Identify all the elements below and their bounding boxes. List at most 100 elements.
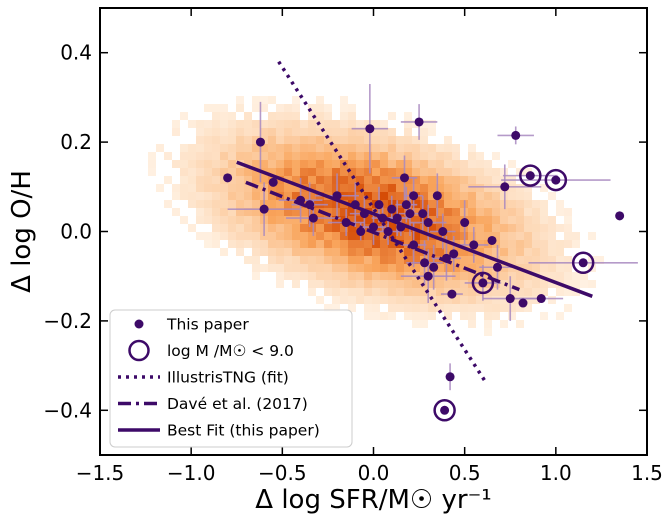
heatmap-cell bbox=[356, 208, 364, 216]
heatmap-cell bbox=[388, 128, 396, 136]
heatmap-cell bbox=[516, 192, 524, 200]
heatmap-cell bbox=[436, 152, 444, 160]
heatmap-cell bbox=[516, 304, 524, 312]
heatmap-cell bbox=[324, 144, 332, 152]
heatmap-cell bbox=[460, 168, 468, 176]
heatmap-cell bbox=[332, 304, 340, 312]
heatmap-cell bbox=[276, 256, 284, 264]
data-point bbox=[525, 171, 535, 181]
heatmap-cell bbox=[236, 184, 244, 192]
heatmap-cell bbox=[460, 272, 468, 280]
heatmap-cell bbox=[380, 240, 388, 248]
heatmap-cell bbox=[452, 152, 460, 160]
heatmap-cell bbox=[396, 168, 404, 176]
heatmap-cell bbox=[308, 272, 316, 280]
heatmap-cell bbox=[252, 216, 260, 224]
heatmap-cell bbox=[228, 208, 236, 216]
heatmap-cell bbox=[420, 288, 428, 296]
heatmap-cell bbox=[356, 184, 364, 192]
heatmap-cell bbox=[396, 288, 404, 296]
heatmap-cell bbox=[508, 240, 516, 248]
heatmap-cell bbox=[564, 272, 572, 280]
heatmap-cell bbox=[340, 280, 348, 288]
heatmap-cell bbox=[452, 232, 460, 240]
heatmap-cell bbox=[516, 320, 524, 328]
heatmap-cell bbox=[516, 216, 524, 224]
heatmap-cell bbox=[276, 136, 284, 144]
heatmap-cell bbox=[484, 200, 492, 208]
heatmap-cell bbox=[356, 264, 364, 272]
heatmap-cell bbox=[356, 200, 364, 208]
heatmap-cell bbox=[468, 272, 476, 280]
heatmap-cell bbox=[476, 296, 484, 304]
heatmap-cell bbox=[564, 224, 572, 232]
heatmap-cell bbox=[276, 200, 284, 208]
heatmap-cell bbox=[388, 184, 396, 192]
heatmap-cell bbox=[340, 112, 348, 120]
low-mass-circle-marker bbox=[519, 164, 542, 187]
heatmap-cell bbox=[196, 216, 204, 224]
heatmap-cell bbox=[244, 224, 252, 232]
heatmap-cell bbox=[236, 248, 244, 256]
heatmap-cell bbox=[420, 224, 428, 232]
heatmap-cell bbox=[564, 208, 572, 216]
heatmap-cell bbox=[308, 176, 316, 184]
heatmap-cell bbox=[420, 120, 428, 128]
heatmap-cell bbox=[292, 152, 300, 160]
heatmap-cell bbox=[284, 256, 292, 264]
heatmap-cell bbox=[460, 248, 468, 256]
heatmap-cell bbox=[348, 168, 356, 176]
heatmap-cell bbox=[508, 216, 516, 224]
heatmap-cell bbox=[540, 248, 548, 256]
heatmap-cell bbox=[212, 144, 220, 152]
heatmap-cell bbox=[396, 304, 404, 312]
heatmap-cell bbox=[460, 296, 468, 304]
heatmap-cell bbox=[500, 304, 508, 312]
heatmap-cell bbox=[404, 128, 412, 136]
heatmap-cell bbox=[484, 256, 492, 264]
heatmap-cell bbox=[276, 120, 284, 128]
heatmap-cell bbox=[444, 136, 452, 144]
heatmap-cell bbox=[412, 248, 420, 256]
heatmap-cell bbox=[156, 184, 164, 192]
heatmap-cell bbox=[212, 128, 220, 136]
heatmap-cell bbox=[452, 176, 460, 184]
heatmap-cell bbox=[300, 160, 308, 168]
heatmap-cell bbox=[476, 200, 484, 208]
heatmap-cell bbox=[308, 112, 316, 120]
heatmap-cell bbox=[324, 224, 332, 232]
heatmap-cell bbox=[396, 208, 404, 216]
heatmap-cell bbox=[588, 232, 596, 240]
heatmap-cell bbox=[548, 272, 556, 280]
heatmap-cell bbox=[548, 224, 556, 232]
heatmap-cell bbox=[516, 200, 524, 208]
heatmap-cell bbox=[324, 240, 332, 248]
heatmap-cell bbox=[548, 264, 556, 272]
heatmap-cell bbox=[500, 248, 508, 256]
legend-item: Best Fit (this paper) bbox=[118, 422, 320, 440]
heatmap-cell bbox=[340, 184, 348, 192]
heatmap-cell bbox=[204, 240, 212, 248]
heatmap-cell bbox=[204, 216, 212, 224]
heatmap-cell bbox=[316, 104, 324, 112]
heatmap-cell bbox=[524, 288, 532, 296]
heatmap-cell bbox=[356, 256, 364, 264]
heatmap-cell bbox=[364, 240, 372, 248]
heatmap-cell bbox=[556, 224, 564, 232]
heatmap-cell bbox=[156, 144, 164, 152]
heatmap-cell bbox=[420, 304, 428, 312]
heatmap-cell bbox=[332, 152, 340, 160]
heatmap-cell bbox=[260, 144, 268, 152]
heatmap-cell bbox=[268, 232, 276, 240]
heatmap-cell bbox=[484, 280, 492, 288]
heatmap-cell bbox=[228, 160, 236, 168]
legend-dot-marker bbox=[134, 319, 144, 329]
heatmap-cell bbox=[356, 160, 364, 168]
heatmap-cell bbox=[276, 208, 284, 216]
heatmap-cell bbox=[284, 264, 292, 272]
data-point bbox=[500, 182, 510, 192]
heatmap-cell bbox=[428, 144, 436, 152]
heatmap-cell bbox=[484, 184, 492, 192]
heatmap-cell bbox=[508, 224, 516, 232]
heatmap-cell bbox=[396, 264, 404, 272]
